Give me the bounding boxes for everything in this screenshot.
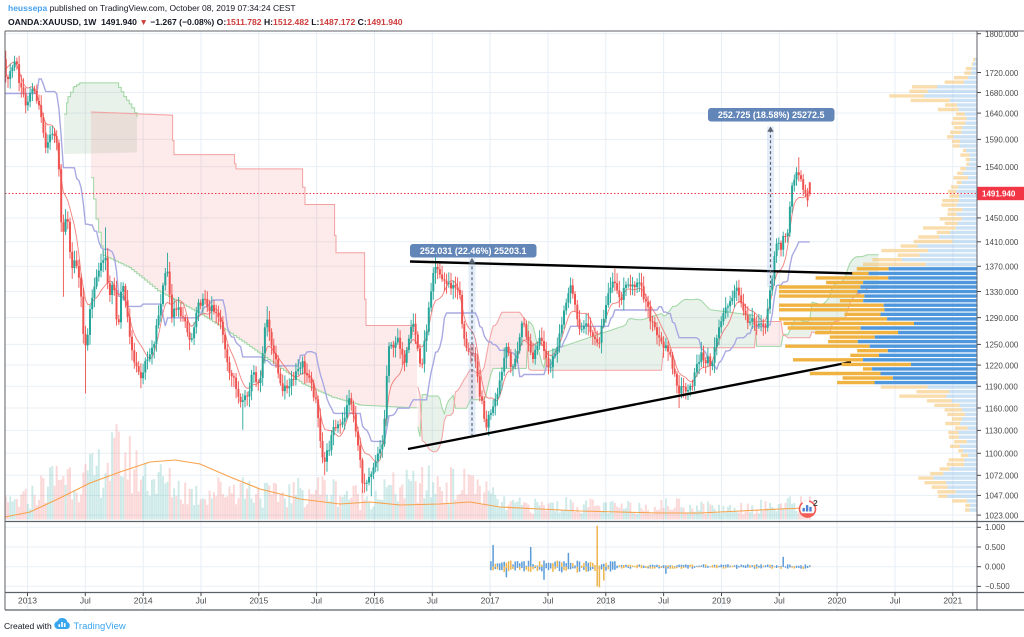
svg-text:1220.000: 1220.000	[985, 361, 1019, 370]
svg-text:1290.000: 1290.000	[985, 314, 1019, 323]
svg-text:1250.000: 1250.000	[985, 341, 1019, 350]
svg-text:2014: 2014	[134, 596, 153, 606]
svg-text:−0.500: −0.500	[985, 582, 1010, 591]
svg-text:1023.000: 1023.000	[985, 511, 1019, 520]
svg-text:1590.000: 1590.000	[985, 136, 1019, 145]
svg-text:1130.000: 1130.000	[985, 427, 1018, 436]
svg-text:1.000: 1.000	[985, 523, 1006, 532]
svg-text:0.500: 0.500	[985, 543, 1006, 552]
svg-text:1450.000: 1450.000	[985, 214, 1019, 223]
svg-text:Jul: Jul	[427, 596, 438, 606]
svg-text:Jul: Jul	[890, 596, 901, 606]
svg-text:2019: 2019	[712, 596, 731, 606]
svg-text:Jul: Jul	[80, 596, 91, 606]
svg-text:Jul: Jul	[311, 596, 322, 606]
svg-text:2020: 2020	[828, 596, 847, 606]
svg-text:1370.000: 1370.000	[985, 263, 1019, 272]
svg-text:1330.000: 1330.000	[985, 288, 1019, 297]
svg-text:2018: 2018	[596, 596, 615, 606]
svg-text:1800.000: 1800.000	[985, 30, 1019, 39]
svg-text:2: 2	[813, 498, 818, 508]
svg-text:2017: 2017	[481, 596, 500, 606]
svg-text:1072.000: 1072.000	[985, 472, 1019, 481]
svg-text:2016: 2016	[365, 596, 384, 606]
svg-text:Jul: Jul	[774, 596, 785, 606]
svg-text:Jul: Jul	[543, 596, 554, 606]
svg-text:1410.000: 1410.000	[985, 238, 1019, 247]
svg-text:2015: 2015	[249, 596, 268, 606]
svg-text:1640.000: 1640.000	[985, 109, 1019, 118]
svg-text:Jul: Jul	[658, 596, 669, 606]
svg-text:1680.000: 1680.000	[985, 89, 1019, 98]
svg-text:1491.940: 1491.940	[982, 190, 1016, 199]
svg-text:1190.000: 1190.000	[985, 383, 1018, 392]
svg-text:1160.000: 1160.000	[985, 404, 1018, 413]
svg-text:1047.000: 1047.000	[985, 492, 1019, 501]
svg-text:1720.000: 1720.000	[985, 69, 1019, 78]
svg-text:2013: 2013	[18, 596, 37, 606]
svg-text:Jul: Jul	[196, 596, 207, 606]
svg-text:1540.000: 1540.000	[985, 163, 1019, 172]
svg-text:0.000: 0.000	[985, 563, 1006, 572]
svg-text:1100.000: 1100.000	[985, 450, 1018, 459]
svg-text:252.725 (18.58%) 25272.5: 252.725 (18.58%) 25272.5	[718, 110, 825, 120]
svg-text:2021: 2021	[943, 596, 962, 606]
svg-text:252.031 (22.46%) 25203.1: 252.031 (22.46%) 25203.1	[420, 246, 527, 256]
